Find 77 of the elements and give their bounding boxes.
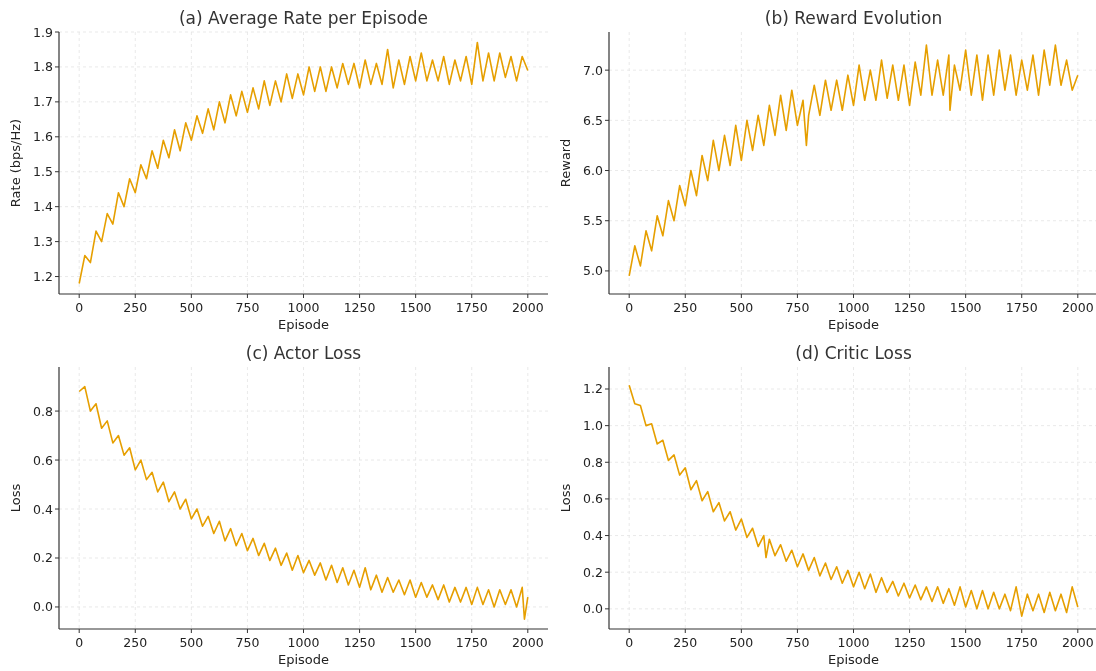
x-axis-title: Episode (827, 317, 880, 332)
y-axis-title: Reward (558, 138, 573, 188)
y-tick-label: 1.5 (33, 164, 53, 180)
line-series (78, 385, 529, 621)
x-tick-label: 2000 (511, 635, 544, 650)
y-axis-title: Rate (bps/Hz) (8, 118, 23, 208)
y-tick-label: 1.4 (33, 199, 54, 215)
y-tick-label: 0.8 (583, 454, 604, 470)
x-tick-label: 1250 (893, 635, 926, 650)
x-tick-label: 1500 (949, 300, 982, 315)
y-tick-label: 0.6 (583, 491, 604, 507)
chart-title: (a) Average Rate per Episode (178, 8, 429, 28)
x-tick-label: 500 (179, 300, 204, 315)
x-tick-label: 1000 (837, 300, 870, 315)
x-tick-label: 1500 (399, 635, 432, 650)
y-axis-title: Loss (558, 483, 573, 513)
x-tick-label: 1000 (837, 635, 870, 650)
line-series (628, 384, 1079, 617)
x-tick-label: 250 (123, 300, 148, 315)
y-tick-label: 0.8 (33, 403, 54, 419)
y-tick-label: 1.6 (33, 129, 54, 145)
line-series (628, 44, 1079, 277)
x-tick-label: 1250 (343, 300, 376, 315)
x-tick-label: 250 (673, 635, 698, 650)
x-tick-label: 750 (235, 635, 260, 650)
y-tick-label: 0.2 (33, 550, 53, 566)
y-tick-label: 0.4 (583, 528, 604, 544)
y-tick-label: 5.0 (583, 263, 604, 279)
y-tick-label: 7.0 (583, 62, 604, 78)
x-tick-label: 0 (625, 635, 634, 650)
x-tick-label: 1750 (1005, 300, 1038, 315)
x-tick-label: 500 (729, 300, 754, 315)
x-tick-label: 1500 (949, 635, 982, 650)
y-tick-label: 0.6 (33, 452, 54, 468)
x-tick-label: 500 (729, 635, 754, 650)
x-tick-label: 2000 (1061, 635, 1094, 650)
x-tick-label: 0 (625, 300, 634, 315)
x-tick-label: 1000 (287, 300, 320, 315)
x-tick-label: 750 (785, 300, 810, 315)
x-tick-label: 1750 (455, 635, 488, 650)
x-tick-label: 750 (785, 635, 810, 650)
x-axis-title: Episode (277, 652, 330, 667)
chart-title: (c) Actor Loss (245, 343, 362, 363)
x-axis-title: Episode (827, 652, 880, 667)
x-tick-label: 1750 (455, 300, 488, 315)
x-tick-label: 0 (75, 300, 84, 315)
chart-title: (d) Critic Loss (795, 343, 912, 363)
y-tick-label: 1.2 (33, 269, 53, 285)
line-series (78, 41, 529, 285)
y-tick-label: 1.9 (33, 24, 54, 40)
x-tick-label: 500 (179, 635, 204, 650)
x-tick-label: 2000 (1061, 300, 1094, 315)
x-tick-label: 0 (75, 635, 84, 650)
x-tick-label: 1500 (399, 300, 432, 315)
x-tick-label: 1750 (1005, 635, 1038, 650)
y-tick-label: 1.2 (583, 381, 603, 397)
y-tick-label: 5.5 (583, 213, 603, 229)
x-tick-label: 1000 (287, 635, 320, 650)
y-tick-label: 1.0 (583, 418, 604, 434)
y-axis-title: Loss (8, 483, 23, 513)
y-tick-label: 0.4 (33, 501, 54, 517)
x-tick-label: 250 (123, 635, 148, 650)
y-tick-label: 0.2 (583, 564, 603, 580)
x-tick-label: 1250 (343, 635, 376, 650)
y-tick-label: 0.0 (583, 601, 604, 617)
y-tick-label: 1.8 (33, 59, 54, 75)
y-tick-label: 1.3 (33, 234, 53, 250)
chart-title: (b) Reward Evolution (764, 8, 943, 28)
x-tick-label: 250 (673, 300, 698, 315)
y-tick-label: 1.7 (33, 94, 53, 110)
x-tick-label: 750 (235, 300, 260, 315)
y-tick-label: 0.0 (33, 599, 54, 615)
x-axis-title: Episode (277, 317, 330, 332)
x-tick-label: 2000 (511, 300, 544, 315)
y-tick-label: 6.5 (583, 112, 603, 128)
y-tick-label: 6.0 (583, 163, 604, 179)
x-tick-label: 1250 (893, 300, 926, 315)
